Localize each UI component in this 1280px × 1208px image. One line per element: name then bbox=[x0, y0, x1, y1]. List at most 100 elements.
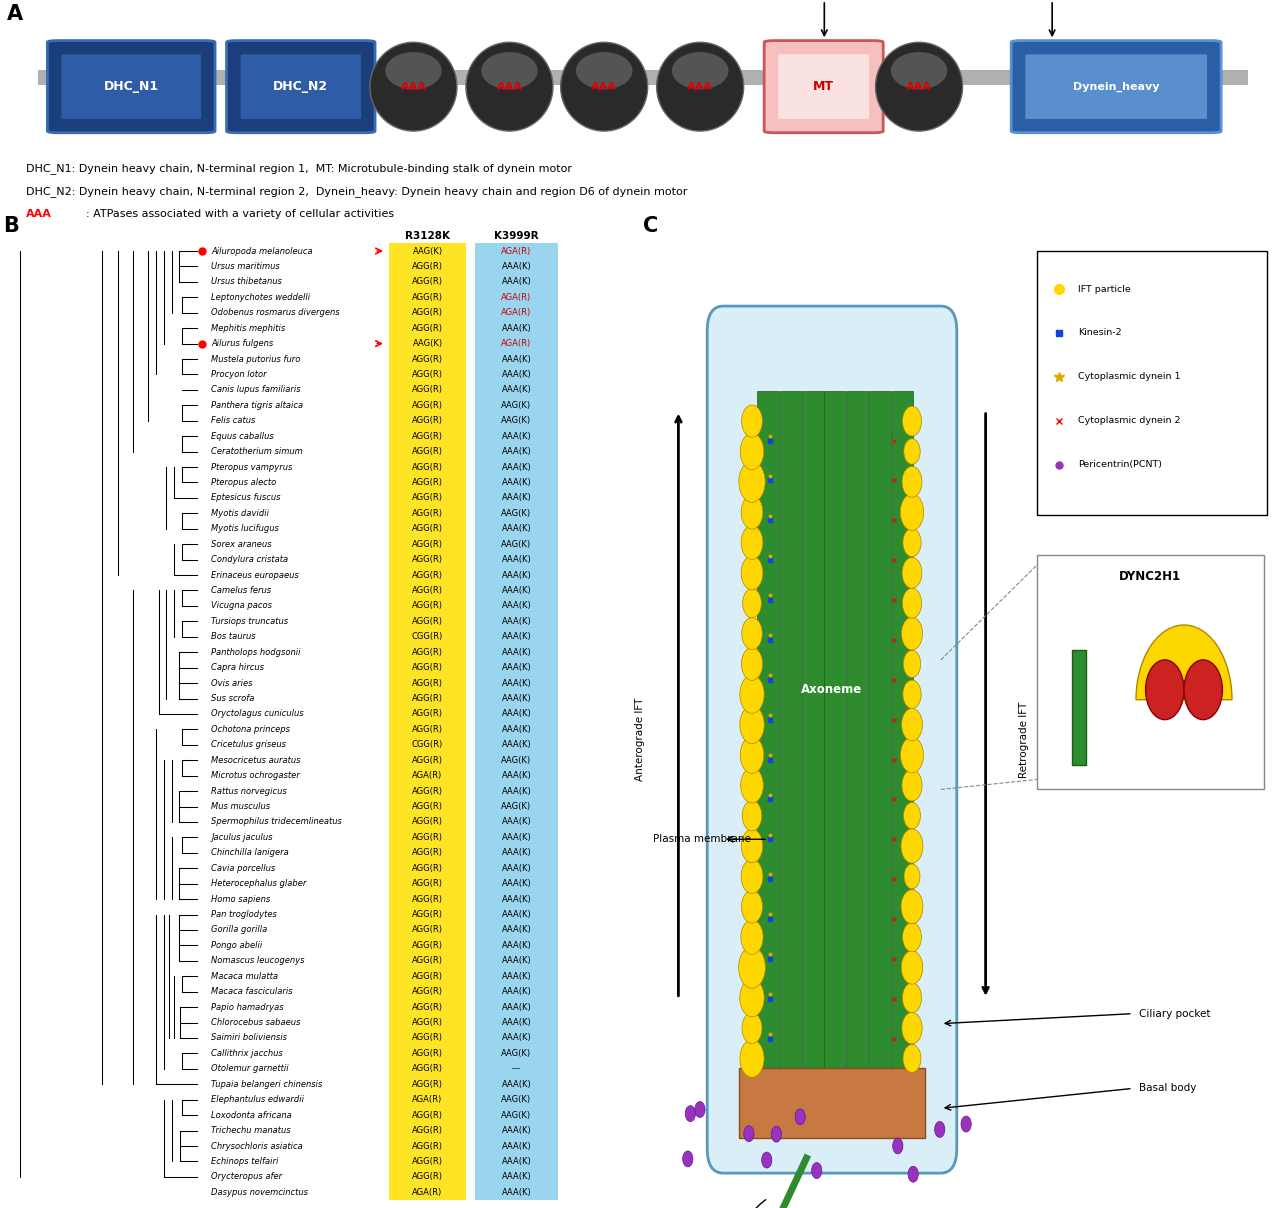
Circle shape bbox=[902, 680, 922, 709]
Text: AGG(R): AGG(R) bbox=[412, 509, 443, 518]
Text: AGG(R): AGG(R) bbox=[412, 663, 443, 672]
Text: Pteropus vampyrus: Pteropus vampyrus bbox=[211, 463, 293, 471]
Text: Macaca mulatta: Macaca mulatta bbox=[211, 971, 278, 981]
FancyBboxPatch shape bbox=[764, 41, 883, 133]
FancyBboxPatch shape bbox=[61, 54, 201, 120]
Text: Ceratotherium simum: Ceratotherium simum bbox=[211, 447, 303, 457]
Text: AAA(K): AAA(K) bbox=[502, 1173, 531, 1181]
Text: DHC_N1: Dynein heavy chain, N-terminal region 1,  MT: Microtubule-binding stalk : DHC_N1: Dynein heavy chain, N-terminal r… bbox=[26, 163, 572, 174]
Text: AAA: AAA bbox=[26, 209, 51, 220]
Text: Mesocricetus auratus: Mesocricetus auratus bbox=[211, 756, 301, 765]
Text: AAA(K): AAA(K) bbox=[502, 431, 531, 441]
Text: Camelus ferus: Camelus ferus bbox=[211, 586, 271, 596]
Text: AAA(K): AAA(K) bbox=[502, 617, 531, 626]
Circle shape bbox=[901, 829, 923, 864]
Text: Mustela putorius furo: Mustela putorius furo bbox=[211, 354, 301, 364]
Text: AGG(R): AGG(R) bbox=[412, 1049, 443, 1058]
Text: AAA(K): AAA(K) bbox=[502, 971, 531, 981]
Text: AGG(R): AGG(R) bbox=[412, 679, 443, 687]
Circle shape bbox=[812, 1162, 822, 1179]
Text: Ovis aries: Ovis aries bbox=[211, 679, 252, 687]
Text: AGG(R): AGG(R) bbox=[412, 524, 443, 533]
Text: Myotis davidii: Myotis davidii bbox=[211, 509, 269, 518]
Text: Anterograde IFT: Anterograde IFT bbox=[635, 698, 645, 782]
Circle shape bbox=[741, 890, 763, 923]
Circle shape bbox=[795, 1109, 805, 1125]
Circle shape bbox=[902, 557, 922, 588]
Bar bbox=[1073, 650, 1085, 765]
Text: AGG(R): AGG(R) bbox=[412, 447, 443, 457]
Text: AAA(K): AAA(K) bbox=[502, 864, 531, 872]
Ellipse shape bbox=[891, 52, 947, 89]
Text: AAA(K): AAA(K) bbox=[502, 1187, 531, 1197]
Text: AGG(R): AGG(R) bbox=[412, 1080, 443, 1088]
Text: AGG(R): AGG(R) bbox=[412, 895, 443, 904]
Text: Felis catus: Felis catus bbox=[211, 417, 256, 425]
Text: Jaculus jaculus: Jaculus jaculus bbox=[211, 832, 273, 842]
Circle shape bbox=[741, 859, 763, 894]
Text: Odobenus rosmarus divergens: Odobenus rosmarus divergens bbox=[211, 308, 339, 318]
Circle shape bbox=[772, 1126, 782, 1142]
Text: AGA(R): AGA(R) bbox=[412, 1096, 443, 1104]
Circle shape bbox=[902, 406, 922, 436]
Text: AAA(K): AAA(K) bbox=[502, 741, 531, 749]
Text: AAA(K): AAA(K) bbox=[502, 354, 531, 364]
Text: Tupaia belangeri chinensis: Tupaia belangeri chinensis bbox=[211, 1080, 323, 1088]
Text: AGA(R): AGA(R) bbox=[412, 771, 443, 780]
FancyBboxPatch shape bbox=[1025, 54, 1207, 120]
Text: Loxodonta africana: Loxodonta africana bbox=[211, 1110, 292, 1120]
Text: AGG(R): AGG(R) bbox=[412, 725, 443, 734]
Text: Ailuropoda melanoleuca: Ailuropoda melanoleuca bbox=[211, 246, 312, 256]
Text: AGG(R): AGG(R) bbox=[412, 818, 443, 826]
Text: MT: MT bbox=[813, 80, 835, 93]
Text: Tursiops truncatus: Tursiops truncatus bbox=[211, 617, 288, 626]
Circle shape bbox=[739, 461, 765, 503]
Text: Oryctolagus cuniculus: Oryctolagus cuniculus bbox=[211, 709, 303, 719]
Text: C: C bbox=[644, 216, 658, 237]
Text: Chrysochloris asiatica: Chrysochloris asiatica bbox=[211, 1142, 303, 1150]
Text: AAA(K): AAA(K) bbox=[502, 478, 531, 487]
Text: Panthera tigris altaica: Panthera tigris altaica bbox=[211, 401, 303, 410]
Circle shape bbox=[901, 890, 923, 924]
Circle shape bbox=[740, 737, 764, 773]
Text: AGG(R): AGG(R) bbox=[412, 540, 443, 548]
Text: Ailurus fulgens: Ailurus fulgens bbox=[211, 339, 274, 348]
Circle shape bbox=[741, 525, 763, 559]
Text: Cytoplasmic dynein 2: Cytoplasmic dynein 2 bbox=[1079, 417, 1181, 425]
Circle shape bbox=[741, 647, 763, 680]
Text: Ochotona princeps: Ochotona princeps bbox=[211, 725, 291, 734]
Circle shape bbox=[740, 705, 764, 744]
Ellipse shape bbox=[385, 52, 442, 89]
Text: Leptonychotes weddelli: Leptonychotes weddelli bbox=[211, 292, 310, 302]
Text: AAA(K): AAA(K) bbox=[502, 910, 531, 919]
Text: AAA(K): AAA(K) bbox=[502, 632, 531, 641]
Text: AGG(R): AGG(R) bbox=[412, 292, 443, 302]
Text: AAG(K): AAG(K) bbox=[502, 1049, 531, 1058]
Text: Capra hircus: Capra hircus bbox=[211, 663, 264, 672]
Text: AAA(K): AAA(K) bbox=[502, 786, 531, 796]
FancyBboxPatch shape bbox=[227, 41, 375, 133]
Text: AGG(R): AGG(R) bbox=[412, 370, 443, 379]
Circle shape bbox=[695, 1102, 705, 1117]
Text: AGG(R): AGG(R) bbox=[412, 910, 443, 919]
Text: AGG(R): AGG(R) bbox=[412, 647, 443, 657]
Text: Pongo abelii: Pongo abelii bbox=[211, 941, 262, 949]
Text: AGG(R): AGG(R) bbox=[412, 1034, 443, 1043]
Text: Dynein_heavy: Dynein_heavy bbox=[1073, 82, 1160, 92]
Text: AAA(K): AAA(K) bbox=[502, 941, 531, 949]
Circle shape bbox=[904, 439, 920, 464]
Text: AGG(R): AGG(R) bbox=[412, 431, 443, 441]
Text: Callithrix jacchus: Callithrix jacchus bbox=[211, 1049, 283, 1058]
Text: AAG(K): AAG(K) bbox=[502, 540, 531, 548]
Text: Retrograde IFT: Retrograde IFT bbox=[1019, 702, 1029, 778]
Text: AAA(K): AAA(K) bbox=[502, 848, 531, 858]
Bar bbox=[780, 391, 801, 1079]
Text: B: B bbox=[4, 216, 19, 237]
Text: Chlorocebus sabaeus: Chlorocebus sabaeus bbox=[211, 1018, 301, 1027]
Text: Erinaceus europaeus: Erinaceus europaeus bbox=[211, 570, 300, 580]
Bar bbox=[847, 391, 869, 1079]
Text: AGA(R): AGA(R) bbox=[502, 308, 531, 318]
Text: AGG(R): AGG(R) bbox=[412, 324, 443, 332]
Text: Basal body: Basal body bbox=[1139, 1084, 1197, 1093]
Circle shape bbox=[682, 1151, 692, 1167]
